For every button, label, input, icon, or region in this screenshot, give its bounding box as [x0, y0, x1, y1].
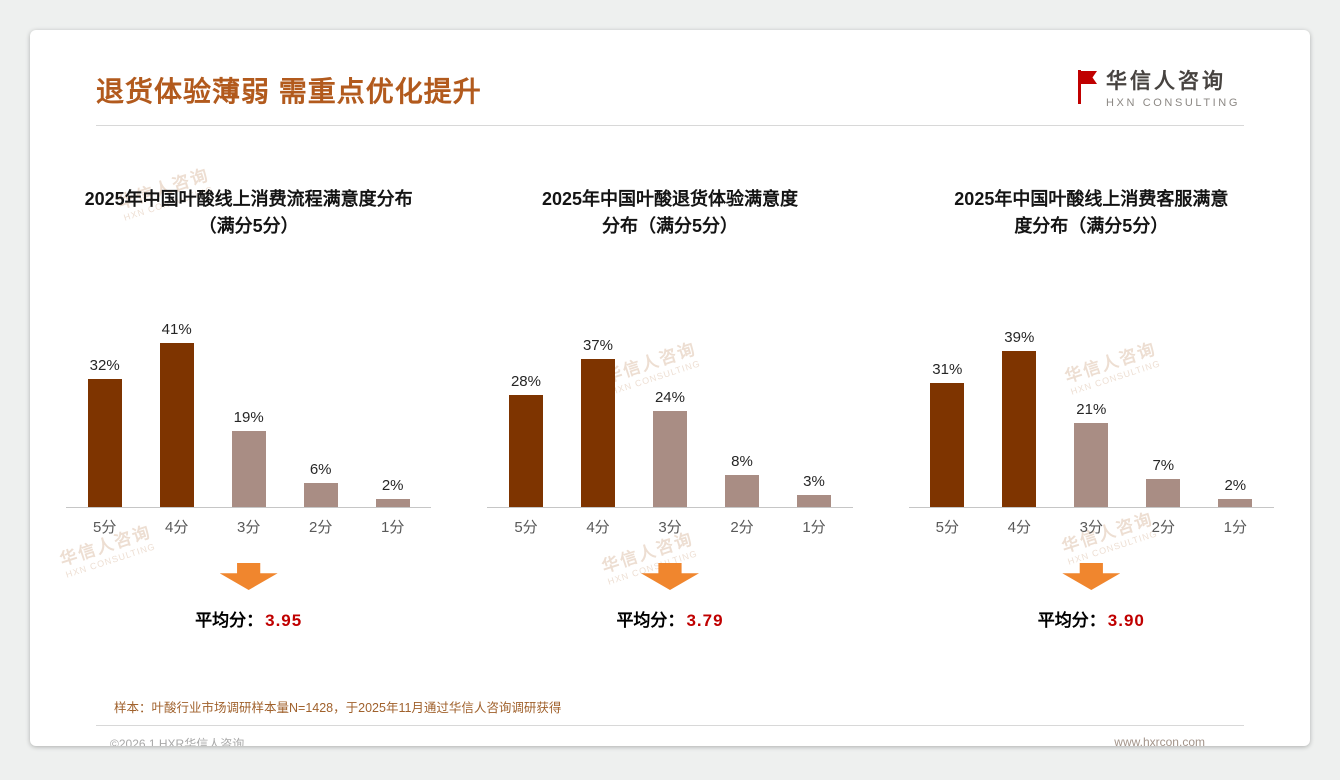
bar	[1218, 499, 1253, 507]
bar-value-label: 31%	[932, 361, 963, 378]
average-value: 3.90	[1107, 611, 1145, 630]
chart-title: 2025年中国叶酸线上消费流程满意度分布 （满分5分）	[84, 189, 413, 236]
down-arrow-icon	[219, 563, 278, 590]
bar	[796, 495, 831, 507]
bar-column: 6%	[285, 461, 357, 507]
page-title: 退货体验薄弱 需重点优化提升	[96, 75, 482, 107]
bar-column: 24%	[634, 389, 706, 507]
bar-column: 37%	[562, 337, 634, 507]
bar	[231, 431, 266, 507]
bar-column: 2%	[1199, 477, 1271, 507]
chart-block-return-satisfaction: 2025年中国叶酸退货体验满意度 分布（满分5分） 28% 37% 24% 8% 3% …	[459, 186, 880, 631]
bar	[724, 475, 759, 507]
bar	[580, 359, 615, 507]
x-axis-tick-label: 5分	[92, 519, 117, 536]
average-score-line: 平均分： 3.79	[459, 606, 880, 631]
x-axis-tick-label: 5分	[935, 519, 959, 536]
flag-logo-icon	[1076, 68, 1098, 111]
bar	[930, 383, 965, 507]
bar-value-label: 19%	[233, 409, 264, 426]
bar	[1002, 351, 1037, 507]
bar-value-label: 39%	[1004, 329, 1035, 346]
footer-divider	[96, 725, 1244, 726]
bar-value-label: 41%	[161, 321, 192, 338]
chart-block-process-satisfaction: 2025年中国叶酸线上消费流程满意度分布 （满分5分） 32% 41% 19% 6% 2…	[38, 186, 459, 631]
slide: 华信人咨询 HXN CONSULTING 华信人咨询 HXN CONSULTIN…	[30, 30, 1310, 746]
logo-subtitle: HXN CONSULTING	[1106, 96, 1240, 109]
x-axis-tick-label: 4分	[164, 519, 189, 536]
x-axis-tick-label: 4分	[1007, 519, 1031, 536]
bar-value-label: 2%	[1224, 477, 1247, 494]
bar	[1074, 423, 1109, 507]
footer: ©2026.1 HXR华信人咨询 www.hxrcon.com	[30, 726, 1310, 746]
bar-value-label: 2%	[381, 477, 404, 494]
bar	[375, 499, 410, 507]
down-arrow-icon	[640, 563, 699, 590]
bar-chart: 31% 39% 21% 7% 2%	[908, 308, 1274, 508]
x-axis-tick-label: 2分	[730, 519, 754, 536]
x-axis-tick-label: 1分	[380, 519, 405, 536]
sample-note: 样本：叶酸行业市场调研样本量N=1428，于2025年11月通过华信人咨询调研获…	[114, 701, 562, 715]
bar	[1146, 479, 1181, 507]
x-axis-tick-label: 4分	[586, 519, 610, 536]
bar	[87, 379, 122, 507]
x-axis-labels: 5分 4分 3分 2分 1分	[909, 516, 1274, 537]
bar-value-label: 6%	[309, 461, 332, 478]
bar-column: 2%	[357, 477, 429, 507]
average-label: 平均分：	[195, 611, 264, 630]
charts-row: 2025年中国叶酸线上消费流程满意度分布 （满分5分） 32% 41% 19% 6% 2…	[30, 126, 1310, 631]
chart-title: 2025年中国叶酸线上消费客服满意 度分布（满分5分）	[954, 189, 1229, 236]
x-axis-labels: 5分 4分 3分 2分 1分	[66, 516, 431, 537]
bar-column: 32%	[69, 357, 141, 507]
average-value: 3.79	[686, 611, 724, 630]
bar-column: 8%	[706, 453, 778, 507]
bar-column: 19%	[213, 409, 285, 507]
average-score-line: 平均分： 3.95	[38, 606, 459, 631]
bar-value-label: 8%	[731, 453, 753, 470]
bar-column: 3%	[778, 473, 850, 507]
header: 退货体验薄弱 需重点优化提升 华信人咨询 HXN CONSULTING	[30, 30, 1310, 111]
chart-block-service-satisfaction: 2025年中国叶酸线上消费客服满意 度分布（满分5分） 31% 39% 21% 7% 2…	[881, 186, 1302, 631]
average-label: 平均分：	[616, 611, 685, 630]
down-arrow-icon	[1062, 563, 1121, 590]
bar-value-label: 28%	[510, 373, 541, 390]
x-axis-tick-label: 5分	[514, 519, 538, 536]
chart-title: 2025年中国叶酸退货体验满意度 分布（满分5分）	[541, 189, 799, 236]
average-value: 3.95	[265, 611, 303, 630]
x-axis-tick-label: 1分	[802, 519, 826, 536]
average-label: 平均分：	[1037, 611, 1106, 630]
bar-value-label: 7%	[1152, 457, 1175, 474]
bar-value-label: 21%	[1076, 401, 1107, 418]
bar-value-label: 3%	[803, 473, 825, 490]
header-divider	[96, 125, 1244, 126]
x-axis-labels: 5分 4分 3分 2分 1分	[487, 516, 852, 537]
bar	[303, 483, 338, 507]
x-axis-tick-label: 1分	[1223, 519, 1247, 536]
x-axis-tick-label: 3分	[658, 519, 682, 536]
bar-column: 28%	[490, 373, 562, 507]
bar-column: 41%	[141, 321, 213, 507]
bar-column: 21%	[1055, 401, 1127, 507]
average-score-line: 平均分： 3.90	[881, 606, 1302, 631]
x-axis-tick-label: 2分	[1151, 519, 1175, 536]
website-url: www.hxrcon.com	[1114, 735, 1205, 746]
logo-name: 华信人咨询	[1106, 70, 1227, 94]
bar-column: 31%	[911, 361, 983, 507]
copyright-text: ©2026.1 HXR华信人咨询	[110, 737, 245, 746]
x-axis-tick-label: 2分	[308, 519, 333, 536]
bar-chart: 28% 37% 24% 8% 3%	[487, 308, 853, 508]
company-logo: 华信人咨询 HXN CONSULTING	[1076, 68, 1240, 111]
bar-value-label: 37%	[582, 337, 613, 354]
bar	[159, 343, 194, 507]
bar	[508, 395, 543, 507]
bar-value-label: 32%	[89, 357, 120, 374]
x-axis-tick-label: 3分	[236, 519, 261, 536]
bar-column: 7%	[1127, 457, 1199, 507]
bar-chart: 32% 41% 19% 6% 2%	[66, 308, 432, 508]
bar-value-label: 24%	[654, 389, 685, 406]
bar-column: 39%	[983, 329, 1055, 507]
bar	[652, 411, 687, 507]
logo-text: 华信人咨询 HXN CONSULTING	[1106, 70, 1240, 108]
x-axis-tick-label: 3分	[1079, 519, 1103, 536]
